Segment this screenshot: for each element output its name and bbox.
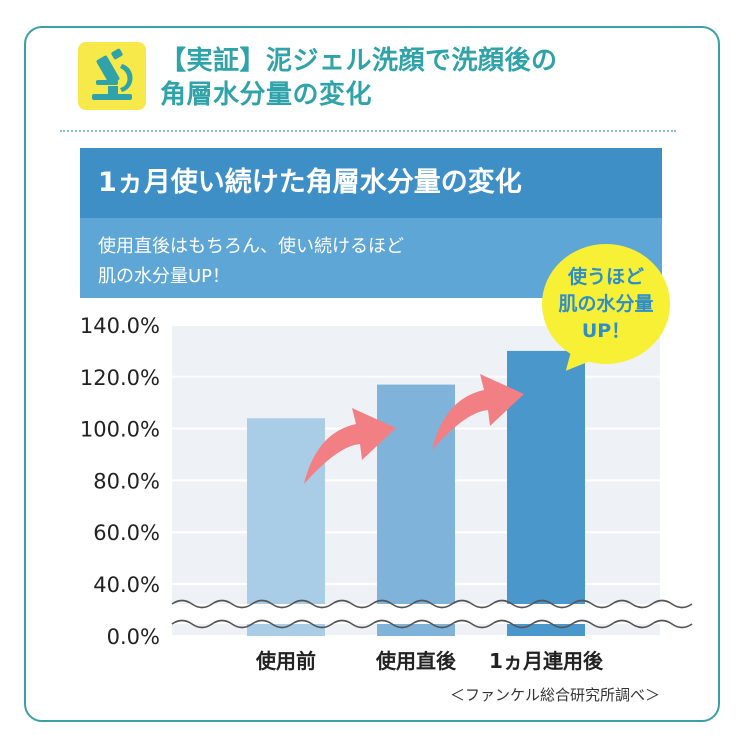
x-tick-label: 使用直後 xyxy=(375,649,457,673)
subtitle-line-1: 使用直後はもちろん、使い続けるほど xyxy=(98,236,404,257)
bar xyxy=(507,350,585,636)
y-tick-label: 140.0% xyxy=(80,314,160,338)
y-tick-label: 60.0% xyxy=(93,521,160,545)
bar xyxy=(247,418,325,636)
bubble-line-2: 肌の水分量 xyxy=(558,293,654,315)
arrow-shape xyxy=(432,374,524,450)
bubble-line-1: 使うほど xyxy=(567,266,644,288)
y-tick-label: 100.0% xyxy=(80,418,160,442)
axis-break-fill xyxy=(172,604,660,624)
speech-bubble: 使うほど 肌の水分量 UP！ xyxy=(542,244,670,364)
y-tick-label: 0.0% xyxy=(107,625,160,649)
x-tick-label: 1ヵ月連用後 xyxy=(489,649,604,673)
increase-arrow-1 xyxy=(304,408,396,484)
bubble-line-3: UP！ xyxy=(581,320,631,342)
microscope-icon xyxy=(78,42,146,110)
increase-arrow-2 xyxy=(432,374,524,450)
heading-line-1: 【実証】泥ジェル洗顔で洗顔後の xyxy=(160,46,558,76)
dotted-divider xyxy=(60,130,676,132)
page-heading: 【実証】泥ジェル洗顔で洗顔後の 角層水分量の変化 xyxy=(160,44,558,112)
y-tick-label: 120.0% xyxy=(80,366,160,390)
source-note: ＜ファンケル総合研究所調べ＞ xyxy=(449,686,660,704)
y-tick-label: 80.0% xyxy=(93,469,160,493)
subtitle-line-2: 肌の水分量UP！ xyxy=(98,266,231,287)
y-tick-label: 40.0% xyxy=(93,573,160,597)
axis-break-line xyxy=(171,619,693,629)
x-tick-label: 使用前 xyxy=(255,649,316,673)
chart-title: 1ヵ月使い続けた角層水分量の変化 xyxy=(80,148,662,218)
arrow-shape xyxy=(304,408,396,484)
heading-line-2: 角層水分量の変化 xyxy=(160,80,373,110)
axis-break-line xyxy=(171,599,693,609)
